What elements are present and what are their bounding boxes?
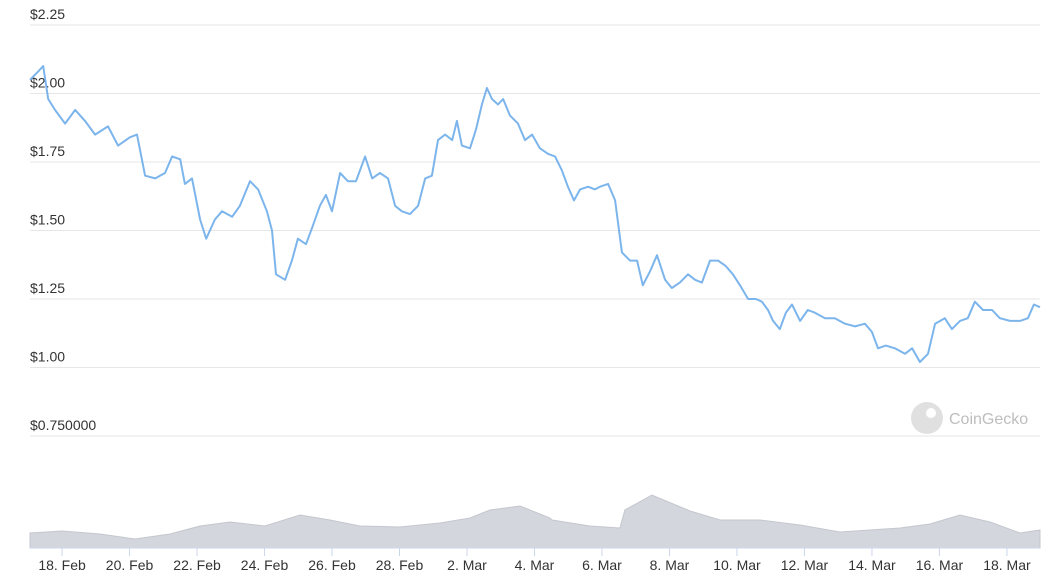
x-tick-label: 14. Mar bbox=[848, 557, 896, 573]
y-tick-label: $1.50 bbox=[30, 212, 65, 228]
price-line bbox=[29, 65, 1041, 363]
x-tick-label: 8. Mar bbox=[650, 557, 690, 573]
x-tick-label: 24. Feb bbox=[241, 557, 289, 573]
y-tick-label: $2.00 bbox=[30, 75, 65, 91]
volume-area bbox=[29, 494, 1041, 549]
grid bbox=[30, 24, 1040, 437]
x-tick-label: 10. Mar bbox=[713, 557, 761, 573]
x-tick-label: 20. Feb bbox=[106, 557, 154, 573]
y-tick-label: $1.75 bbox=[30, 143, 65, 159]
watermark-logo bbox=[911, 402, 943, 434]
x-tick-label: 16. Mar bbox=[916, 557, 964, 573]
watermark: CoinGecko bbox=[911, 402, 1028, 434]
x-tick-label: 18. Feb bbox=[38, 557, 86, 573]
watermark-logo-eye bbox=[926, 408, 936, 418]
x-tick-label: 4. Mar bbox=[515, 557, 555, 573]
x-tick-label: 22. Feb bbox=[173, 557, 221, 573]
x-tick-label: 2. Mar bbox=[447, 557, 487, 573]
x-tick-label: 12. Mar bbox=[781, 557, 829, 573]
watermark-text: CoinGecko bbox=[949, 411, 1028, 428]
y-tick-label: $2.25 bbox=[30, 6, 65, 22]
y-tick-label: $1.25 bbox=[30, 280, 65, 296]
x-tick-label: 6. Mar bbox=[582, 557, 622, 573]
y-tick-label: $0.750000 bbox=[30, 417, 96, 433]
x-tick-label: 28. Feb bbox=[376, 557, 424, 573]
x-tick-label: 18. Mar bbox=[983, 557, 1031, 573]
x-tick-label: 26. Feb bbox=[308, 557, 356, 573]
y-tick-label: $1.00 bbox=[30, 349, 65, 365]
